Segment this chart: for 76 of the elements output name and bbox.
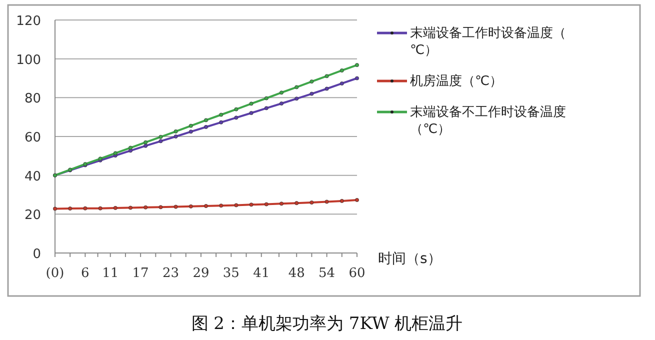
point: [324, 86, 329, 91]
legend-label: 末端设备不工作时设备温度（℃）: [410, 104, 566, 137]
x-tick-label: 6: [81, 266, 90, 281]
point: [113, 151, 118, 156]
point: [83, 206, 88, 210]
y-tick-label: 100: [16, 52, 41, 68]
y-tick-label: 60: [24, 130, 41, 146]
x-tick-label: 54: [318, 266, 336, 281]
point: [204, 204, 208, 208]
point: [264, 96, 268, 100]
x-tick-label: 41: [253, 266, 270, 281]
point: [264, 202, 268, 206]
x-tick-label: 48: [288, 266, 305, 281]
point: [249, 102, 254, 106]
y-tick-label: 120: [16, 14, 41, 29]
legend-label: 机房温度（℃）: [410, 73, 503, 89]
point: [355, 76, 359, 80]
point: [264, 106, 268, 110]
point: [340, 81, 344, 86]
point: [340, 198, 344, 203]
point: [219, 112, 224, 117]
legend-label: 末端设备工作时设备温度（℃）: [410, 25, 566, 58]
point: [355, 63, 359, 68]
point: [234, 116, 238, 120]
point: [219, 204, 224, 208]
x-tick-label: 23: [162, 266, 180, 281]
point: [280, 90, 284, 95]
point: [249, 111, 254, 116]
x-tick-label: 11: [102, 266, 119, 281]
point: [234, 203, 238, 208]
point: [324, 74, 329, 78]
point: [280, 202, 284, 206]
point: [340, 68, 344, 72]
point: [188, 204, 193, 208]
caption: 图 2：单机架功率为 7KW 机柜温升: [191, 314, 463, 334]
point: [53, 206, 57, 211]
point: [158, 134, 163, 139]
point: [294, 85, 299, 90]
point: [188, 124, 193, 128]
point: [280, 101, 284, 106]
point: [144, 140, 148, 144]
point: [174, 204, 178, 209]
x-axis-title: 时间（s）: [378, 251, 442, 267]
point: [249, 202, 254, 207]
x-tick-label: 29: [192, 266, 210, 281]
point: [174, 134, 178, 138]
x-tick-label: 60: [348, 266, 366, 281]
point: [310, 92, 314, 96]
point: [113, 206, 118, 210]
point: [158, 139, 163, 144]
point: [68, 206, 72, 211]
point: [158, 205, 163, 210]
point: [324, 200, 329, 204]
y-tick-label: 40: [24, 169, 41, 184]
point: [219, 120, 224, 124]
point: [144, 205, 148, 210]
point: [310, 200, 314, 205]
x-tick-label: (0): [46, 266, 64, 281]
point: [234, 107, 238, 112]
point: [294, 201, 299, 206]
point: [98, 206, 102, 210]
point: [204, 118, 208, 122]
point: [204, 124, 208, 129]
point: [128, 206, 132, 210]
y-tick-label: 80: [24, 92, 41, 107]
point: [188, 130, 193, 134]
x-tick-label: 17: [132, 266, 149, 281]
y-tick-label: 0: [32, 247, 41, 262]
point: [144, 144, 148, 148]
point: [310, 80, 314, 84]
x-tick-label: 35: [222, 266, 240, 281]
point: [355, 198, 359, 202]
point: [128, 146, 132, 150]
point: [174, 129, 178, 134]
y-tick-label: 20: [24, 208, 41, 224]
point: [294, 96, 299, 101]
